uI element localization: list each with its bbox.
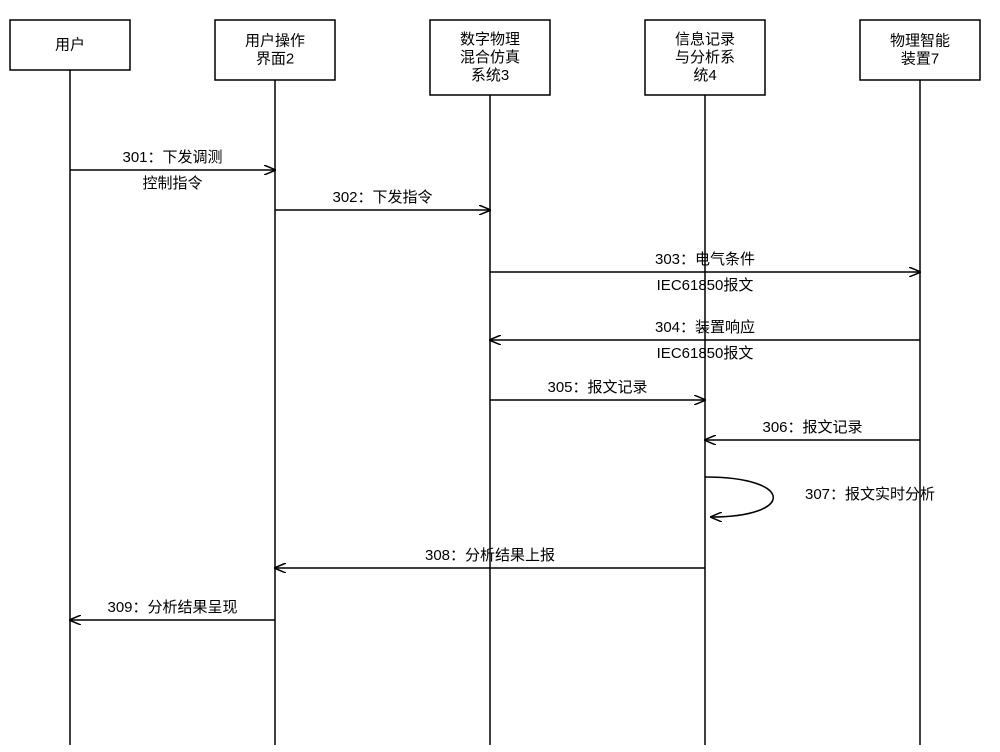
message-303: 303：电气条件IEC61850报文 bbox=[490, 251, 920, 294]
message-label-302: 302：下发指令 bbox=[332, 189, 432, 206]
message-label-306: 306：报文记录 bbox=[762, 419, 862, 436]
messages: 301：下发调测控制指令 302：下发指令 303：电气条件IEC61850报文 30… bbox=[70, 149, 935, 620]
message-306: 306：报文记录 bbox=[705, 419, 920, 440]
message-label-309: 309：分析结果呈现 bbox=[107, 599, 237, 616]
message-label-308: 308：分析结果上报 bbox=[425, 547, 555, 564]
participants: 用户用户操作界面2数字物理混合仿真系统3信息记录与分析系统4物理智能装置7 bbox=[10, 20, 980, 745]
message-305: 305：报文记录 bbox=[490, 379, 705, 400]
sequence-diagram: 用户用户操作界面2数字物理混合仿真系统3信息记录与分析系统4物理智能装置7 30… bbox=[0, 0, 1000, 752]
participant-label-user: 用户 bbox=[55, 37, 85, 54]
message-label-307: 307：报文实时分析 bbox=[805, 486, 935, 503]
self-arrow-307 bbox=[705, 477, 773, 517]
message-301: 301：下发调测控制指令 bbox=[70, 149, 275, 192]
message-307: 307：报文实时分析 bbox=[705, 477, 935, 517]
message-302: 302：下发指令 bbox=[275, 189, 490, 210]
message-309: 309：分析结果呈现 bbox=[70, 599, 275, 620]
message-304: 304：装置响应IEC61850报文 bbox=[490, 318, 920, 362]
message-label-305: 305：报文记录 bbox=[547, 379, 647, 396]
